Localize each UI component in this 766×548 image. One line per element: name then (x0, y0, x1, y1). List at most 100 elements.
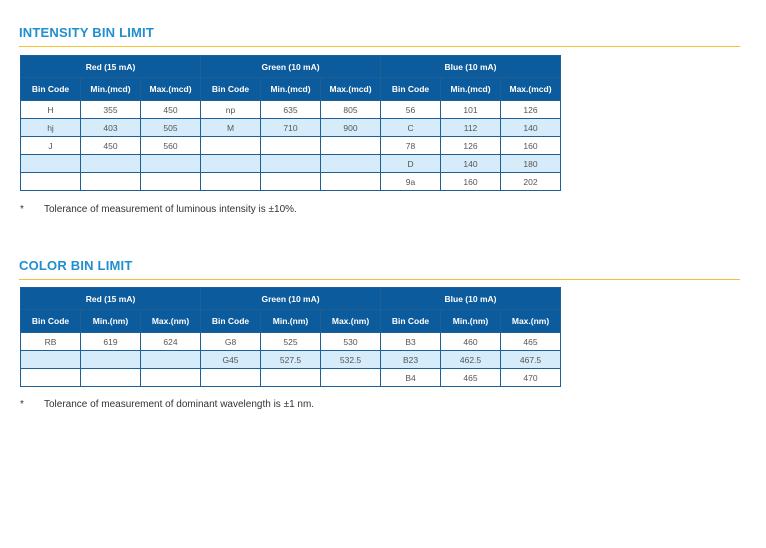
column-header: Bin Code (20, 77, 81, 101)
intensity-section-title: INTENSITY BIN LIMIT (19, 25, 155, 40)
table-cell (20, 154, 81, 173)
note-asterisk: * (20, 399, 24, 410)
table-cell: 635 (260, 100, 322, 119)
table-cell (139, 172, 202, 191)
column-header: Max.(mcd) (500, 77, 562, 101)
table-cell: 403 (80, 118, 141, 137)
group-header-green: Green (10 mA) (200, 287, 382, 310)
table-cell: 465 (440, 368, 502, 387)
column-header: Min.(nm) (260, 309, 322, 333)
table-cell: B4 (380, 368, 442, 387)
table-cell: 160 (440, 172, 502, 191)
column-header: Max.(nm) (139, 309, 202, 333)
table-cell: 900 (320, 118, 382, 137)
table-row: 9a 160 202 (20, 172, 562, 191)
table-cell: B3 (380, 332, 442, 351)
color-bin-table: Red (15 mA) Green (10 mA) Blue (10 mA) B… (19, 287, 562, 387)
table-row: D 140 180 (20, 154, 562, 173)
table-cell (139, 154, 202, 173)
column-header: Max.(nm) (500, 309, 562, 333)
table-cell: 140 (500, 118, 562, 137)
column-header: Max.(mcd) (139, 77, 202, 101)
table-cell (320, 172, 382, 191)
table-cell (20, 172, 81, 191)
table-cell (139, 368, 202, 387)
table-cell (260, 154, 322, 173)
table-cell: 9a (380, 172, 442, 191)
column-header: Bin Code (200, 309, 262, 333)
table-cell (80, 368, 141, 387)
table-cell: G8 (200, 332, 262, 351)
table-row: hj 403 505 M 710 900 C 112 140 (20, 118, 562, 137)
color-section-title: COLOR BIN LIMIT (19, 258, 133, 273)
table-cell (320, 154, 382, 173)
table-row: H 355 450 np 635 805 56 101 126 (20, 100, 562, 119)
table-cell: J (20, 136, 81, 155)
column-header: Bin Code (20, 309, 81, 333)
table-cell: 530 (320, 332, 382, 351)
note-text: Tolerance of measurement of dominant wav… (44, 399, 315, 410)
table-row: B4 465 470 (20, 368, 562, 387)
group-header-blue: Blue (10 mA) (380, 287, 562, 310)
table-cell: 101 (440, 100, 502, 119)
table-cell: G45 (200, 350, 262, 369)
table-row: G45 527.5 532.5 B23 462.5 467.5 (20, 350, 562, 369)
column-header: Min.(mcd) (80, 77, 141, 101)
table-cell: 619 (80, 332, 141, 351)
table-cell (260, 172, 322, 191)
table-cell: D (380, 154, 442, 173)
table-cell (20, 368, 81, 387)
column-header: Min.(mcd) (260, 77, 322, 101)
table-cell: 462.5 (440, 350, 502, 369)
group-header-green: Green (10 mA) (200, 55, 382, 78)
table-cell (80, 350, 141, 369)
table-cell: 126 (500, 100, 562, 119)
table-cell: 202 (500, 172, 562, 191)
table-cell (200, 154, 262, 173)
table-cell: 505 (139, 118, 202, 137)
table-cell: 450 (139, 100, 202, 119)
table-cell (260, 368, 322, 387)
table-cell: 180 (500, 154, 562, 173)
column-header: Max.(nm) (320, 309, 382, 333)
table-cell: RB (20, 332, 81, 351)
table-cell (80, 172, 141, 191)
table-cell: C (380, 118, 442, 137)
column-header: Bin Code (200, 77, 262, 101)
table-cell: 56 (380, 100, 442, 119)
column-header: Bin Code (380, 309, 442, 333)
table-cell (320, 136, 382, 155)
table-row: RB 619 624 G8 525 530 B3 460 465 (20, 332, 562, 351)
table-row: J 450 560 78 126 160 (20, 136, 562, 155)
table-cell: 710 (260, 118, 322, 137)
column-header: Bin Code (380, 77, 442, 101)
column-header: Min.(nm) (80, 309, 141, 333)
color-divider (19, 279, 740, 280)
column-header: Min.(nm) (440, 309, 502, 333)
table-cell: 527.5 (260, 350, 322, 369)
table-cell (20, 350, 81, 369)
table-cell: B23 (380, 350, 442, 369)
table-cell: hj (20, 118, 81, 137)
table-cell: 525 (260, 332, 322, 351)
table-cell: np (200, 100, 262, 119)
table-cell (80, 154, 141, 173)
note-asterisk: * (20, 204, 24, 215)
table-cell: 465 (500, 332, 562, 351)
table-cell: 624 (139, 332, 202, 351)
table-cell: 467.5 (500, 350, 562, 369)
intensity-bin-table: Red (15 mA) Green (10 mA) Blue (10 mA) B… (19, 55, 562, 191)
table-cell (320, 368, 382, 387)
column-header: Min.(mcd) (440, 77, 502, 101)
table-cell: 355 (80, 100, 141, 119)
color-tolerance-note: * Tolerance of measurement of dominant wa… (20, 399, 314, 410)
table-cell: 126 (440, 136, 502, 155)
table-cell (139, 350, 202, 369)
table-cell: 805 (320, 100, 382, 119)
table-cell: M (200, 118, 262, 137)
table-cell: 532.5 (320, 350, 382, 369)
table-cell (200, 172, 262, 191)
table-cell (200, 368, 262, 387)
table-cell (260, 136, 322, 155)
group-header-red: Red (15 mA) (19, 55, 202, 78)
